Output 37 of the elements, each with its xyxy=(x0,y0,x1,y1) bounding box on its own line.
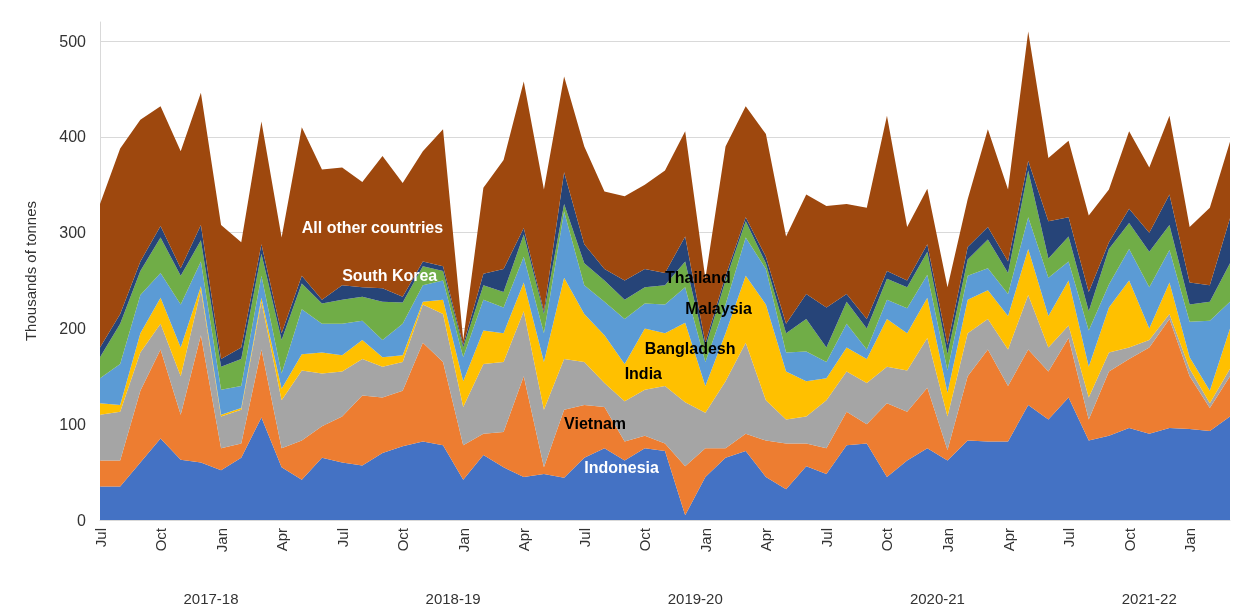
y-tick-label: 500 xyxy=(59,32,87,50)
x-tick-label: Oct xyxy=(636,527,654,552)
x-tick-label: Jul xyxy=(817,528,835,548)
y-tick-label: 400 xyxy=(59,128,87,146)
text: 2019-20 xyxy=(667,589,723,607)
x-tick-label: Jan xyxy=(454,528,472,553)
series-label: India xyxy=(624,364,663,382)
x-tick-label: Oct xyxy=(1120,527,1138,552)
x-tick-label: Jul xyxy=(333,528,351,548)
x-tick-label: Oct xyxy=(152,527,170,552)
x-tick-label: Oct xyxy=(878,527,896,552)
series-label: All other countries xyxy=(301,219,444,237)
series-label: South Korea xyxy=(342,267,438,285)
y-axis-title: Thousands of tonnes xyxy=(22,200,39,342)
y-tick-label: 0 xyxy=(77,511,87,529)
x-tick-label: Apr xyxy=(273,528,291,552)
x-tick-label: Apr xyxy=(515,528,533,552)
x-tick-label: Jul xyxy=(1060,528,1078,548)
x-tick-label: Jan xyxy=(939,528,956,553)
series-label: Malaysia xyxy=(685,299,752,317)
x-tick-label: Apr xyxy=(757,528,775,552)
x-tick-label: Apr xyxy=(999,528,1017,552)
series-label: Indonesia xyxy=(584,458,660,476)
text: 2017-18 xyxy=(183,589,239,607)
x-tick-label: Jan xyxy=(212,528,230,553)
text: 2018-19 xyxy=(425,589,481,607)
y-tick-label: 100 xyxy=(59,415,87,433)
x-tick-label: Jan xyxy=(696,528,714,553)
x-tick-label: Jul xyxy=(575,528,593,548)
y-tick-label: 300 xyxy=(59,224,87,242)
y-tick-label: 200 xyxy=(59,319,87,337)
text: 2020-21 xyxy=(909,589,965,607)
text: 2021-22 xyxy=(1121,589,1177,607)
x-tick-label: Jan xyxy=(1181,528,1199,553)
x-tick-label: Jul xyxy=(91,528,109,548)
series-label: Vietnam xyxy=(564,414,627,432)
x-tick-label: Oct xyxy=(394,527,412,552)
